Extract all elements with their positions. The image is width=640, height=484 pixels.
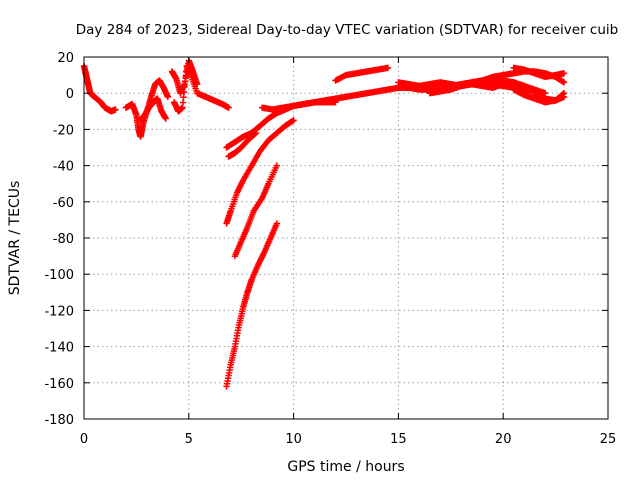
data-point: [384, 64, 392, 72]
data-points: [80, 57, 568, 390]
y-tick-label: -20: [53, 123, 74, 138]
y-tick-label: -100: [44, 268, 74, 283]
y-tick-label: -80: [53, 232, 74, 247]
data-point: [225, 104, 232, 111]
y-tick-label: -60: [53, 196, 74, 211]
x-tick-label: 20: [495, 432, 512, 447]
series-track-c: [137, 95, 169, 124]
y-tick-label: 0: [66, 87, 74, 102]
data-point: [560, 79, 568, 86]
data-point: [252, 129, 260, 137]
x-tick-label: 15: [390, 432, 407, 447]
y-axis-label: SDTVAR / TECUs: [7, 181, 23, 296]
y-tick-label: -140: [44, 341, 74, 356]
data-point: [112, 106, 119, 113]
y-tick-label: -120: [44, 304, 74, 319]
data-point: [164, 93, 172, 101]
data-point: [560, 90, 568, 97]
series-track-a: [80, 62, 119, 115]
y-tick-label: -160: [44, 377, 74, 392]
series-track-i: [231, 162, 281, 260]
x-tick-label: 25: [600, 432, 617, 447]
series-track-b: [122, 77, 172, 140]
axis-ticks: 0 5 10 15 20 25 20 0 -20 -40 -60 -80 -100 -120 -140 -16…: [44, 51, 616, 447]
y-tick-label: 20: [57, 51, 74, 66]
x-tick-label: 10: [285, 432, 302, 447]
data-point: [520, 82, 528, 90]
x-tick-label: 0: [80, 432, 88, 447]
series-track-h: [223, 117, 297, 227]
data-point: [273, 220, 281, 227]
series-track-p: [426, 79, 528, 97]
series-track-e: [170, 62, 232, 115]
data-point: [162, 115, 169, 122]
x-axis-label: GPS time / hours: [287, 459, 404, 475]
series-track-g: [225, 129, 260, 160]
y-tick-label: -40: [53, 160, 74, 175]
series-track-s: [531, 90, 568, 104]
chart-title: Day 284 of 2023, Sidereal Day-to-day VTE…: [76, 22, 618, 38]
series-track-l: [332, 64, 392, 84]
x-tick-label: 5: [185, 432, 193, 447]
data-point: [273, 162, 281, 169]
data-point: [290, 117, 297, 124]
data-point-interp: [559, 90, 567, 98]
data-point: [560, 70, 568, 77]
series-track-q: [510, 64, 568, 81]
series-track-k: [258, 86, 392, 113]
data-point: [541, 90, 549, 97]
y-tick-label: -180: [44, 413, 74, 428]
series-track-j: [223, 220, 281, 390]
